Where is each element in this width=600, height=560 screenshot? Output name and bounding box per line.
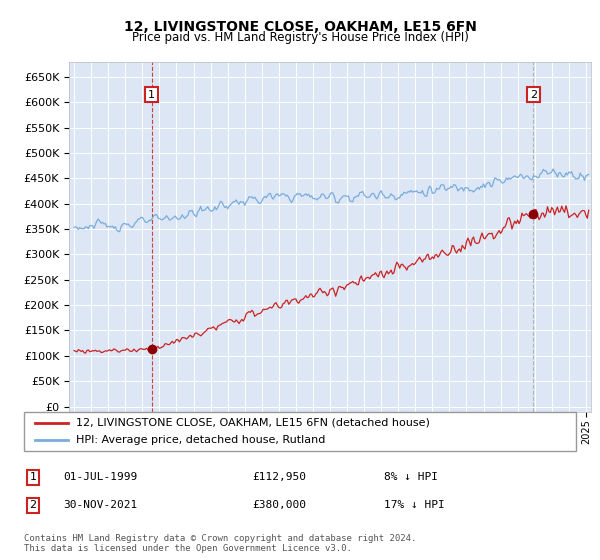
Text: £112,950: £112,950 [252,472,306,482]
FancyBboxPatch shape [24,412,576,451]
Text: Price paid vs. HM Land Registry's House Price Index (HPI): Price paid vs. HM Land Registry's House … [131,31,469,44]
Text: 2: 2 [29,500,37,510]
Text: 1: 1 [148,90,155,100]
Text: £380,000: £380,000 [252,500,306,510]
Text: 8% ↓ HPI: 8% ↓ HPI [384,472,438,482]
Text: 2: 2 [530,90,537,100]
Text: 12, LIVINGSTONE CLOSE, OAKHAM, LE15 6FN (detached house): 12, LIVINGSTONE CLOSE, OAKHAM, LE15 6FN … [76,418,430,428]
Text: 17% ↓ HPI: 17% ↓ HPI [384,500,445,510]
Text: 1: 1 [29,472,37,482]
Text: 12, LIVINGSTONE CLOSE, OAKHAM, LE15 6FN: 12, LIVINGSTONE CLOSE, OAKHAM, LE15 6FN [124,20,476,34]
Text: 30-NOV-2021: 30-NOV-2021 [63,500,137,510]
Text: HPI: Average price, detached house, Rutland: HPI: Average price, detached house, Rutl… [76,435,326,445]
Text: Contains HM Land Registry data © Crown copyright and database right 2024.
This d: Contains HM Land Registry data © Crown c… [24,534,416,553]
Text: 01-JUL-1999: 01-JUL-1999 [63,472,137,482]
